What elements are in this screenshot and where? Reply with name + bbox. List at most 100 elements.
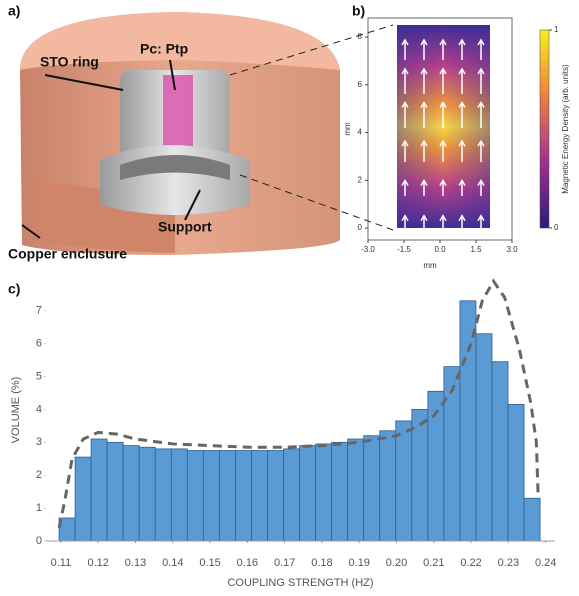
x-axis-label: COUPLING STRENGTH (HZ) xyxy=(227,577,373,589)
histogram-bar xyxy=(283,448,300,542)
y-tick-label: 8 xyxy=(358,32,363,41)
support-hole xyxy=(120,155,230,180)
field-arrowhead xyxy=(420,214,428,222)
field-arrowhead xyxy=(477,101,485,108)
pointer xyxy=(169,59,176,91)
y-tick-label: 0 xyxy=(36,535,42,547)
field-arrowhead xyxy=(401,179,409,186)
field-arrowhead xyxy=(401,139,409,147)
field-arrowhead xyxy=(458,179,466,186)
histogram-bar xyxy=(74,456,92,542)
histogram-bar xyxy=(363,435,381,542)
y-axis-label: VOLUME (%) xyxy=(10,377,22,444)
histogram-bar xyxy=(202,450,220,542)
x-axis-label: mm xyxy=(423,261,437,270)
x-tick-label: 0.18 xyxy=(311,557,332,569)
y-tick-label: 7 xyxy=(36,305,42,317)
x-tick-label: 1.5 xyxy=(470,245,482,254)
field-arrowhead xyxy=(420,139,428,147)
histogram-bar xyxy=(90,438,108,542)
colorbar xyxy=(539,29,550,229)
histogram-bar xyxy=(331,441,349,542)
field-arrowhead xyxy=(439,179,447,186)
pointer xyxy=(21,224,41,239)
x-tick-label: 0.24 xyxy=(535,557,556,569)
diagram-label: STO ring xyxy=(40,54,99,70)
colorbar-tick-label: 1 xyxy=(554,25,559,34)
panel-label: a) xyxy=(8,3,20,19)
histogram-bar xyxy=(251,450,268,542)
field-arrowhead xyxy=(477,179,485,186)
zoom-line xyxy=(239,174,394,231)
x-tick-label: 0.21 xyxy=(423,557,444,569)
histogram-bar xyxy=(491,361,509,542)
panel-label: b) xyxy=(352,3,365,19)
y-tick-label: 4 xyxy=(358,128,363,137)
histogram-bar xyxy=(315,443,333,542)
y-tick-label: 0 xyxy=(358,223,363,232)
field-arrowhead xyxy=(439,139,447,147)
field-arrowhead xyxy=(458,214,466,222)
x-tick-label: 0.16 xyxy=(237,557,258,569)
x-tick-label: 0.12 xyxy=(87,557,108,569)
field-arrowhead xyxy=(439,101,447,108)
diagram-label: Copper enclusure xyxy=(8,246,127,262)
field-arrowhead xyxy=(401,101,409,108)
y-tick-label: 6 xyxy=(36,337,42,349)
field-arrowhead xyxy=(420,38,428,46)
histogram-bar xyxy=(379,430,397,542)
field-arrowhead xyxy=(477,38,485,46)
histogram-bar xyxy=(523,497,541,542)
histogram-bar xyxy=(507,404,525,542)
field-arrowhead xyxy=(439,214,447,222)
field-arrowhead xyxy=(420,67,428,75)
histogram-bar xyxy=(218,450,236,542)
histogram-bar xyxy=(299,445,317,542)
histogram-bar xyxy=(347,438,365,542)
histogram-bar xyxy=(186,450,204,542)
x-tick-label: -3.0 xyxy=(361,245,375,254)
colorbar-tick-label: 0 xyxy=(554,223,559,232)
histogram-bar xyxy=(170,448,188,542)
field-arrowhead xyxy=(401,38,409,46)
x-tick-label: 0.19 xyxy=(349,557,370,569)
pointer xyxy=(184,189,201,221)
histogram-bar xyxy=(106,441,124,542)
x-tick-label: 0.13 xyxy=(125,557,146,569)
histogram-bar xyxy=(138,446,156,542)
x-tick-label: 0.11 xyxy=(51,557,72,569)
field-arrowhead xyxy=(458,139,466,147)
field-arrowhead xyxy=(458,67,466,75)
field-arrowhead xyxy=(401,214,409,222)
x-tick-label: 0.17 xyxy=(274,557,295,569)
panel-label: c) xyxy=(8,281,20,297)
diagram-label: Support xyxy=(158,219,212,235)
histogram-bar xyxy=(122,445,140,542)
y-tick-label: 3 xyxy=(36,436,42,448)
y-tick-label: 2 xyxy=(358,175,363,184)
diagram-label: Pc: Ptp xyxy=(140,41,188,57)
histogram-bar xyxy=(267,450,284,542)
y-tick-label: 6 xyxy=(358,80,363,89)
y-tick-label: 2 xyxy=(36,469,42,481)
envelope-curve xyxy=(57,278,540,529)
field-arrowhead xyxy=(458,38,466,46)
x-tick-label: 0.14 xyxy=(162,557,183,569)
field-arrowhead xyxy=(401,67,409,75)
x-tick-label: -1.5 xyxy=(397,245,411,254)
field-arrowhead xyxy=(477,139,485,147)
pointer xyxy=(44,74,124,91)
x-tick-label: 0.15 xyxy=(199,557,220,569)
field-arrowhead xyxy=(439,67,447,75)
y-tick-label: 1 xyxy=(36,502,42,514)
x-tick-label: 3.0 xyxy=(506,245,518,254)
field-arrowhead xyxy=(439,38,447,46)
histogram-bar xyxy=(475,333,493,542)
field-arrowhead xyxy=(477,67,485,75)
y-axis-label: mm xyxy=(343,122,352,136)
field-arrowhead xyxy=(458,101,466,108)
field-arrowhead xyxy=(420,179,428,186)
histogram-bar xyxy=(154,448,172,542)
x-tick-label: 0.0 xyxy=(434,245,446,254)
